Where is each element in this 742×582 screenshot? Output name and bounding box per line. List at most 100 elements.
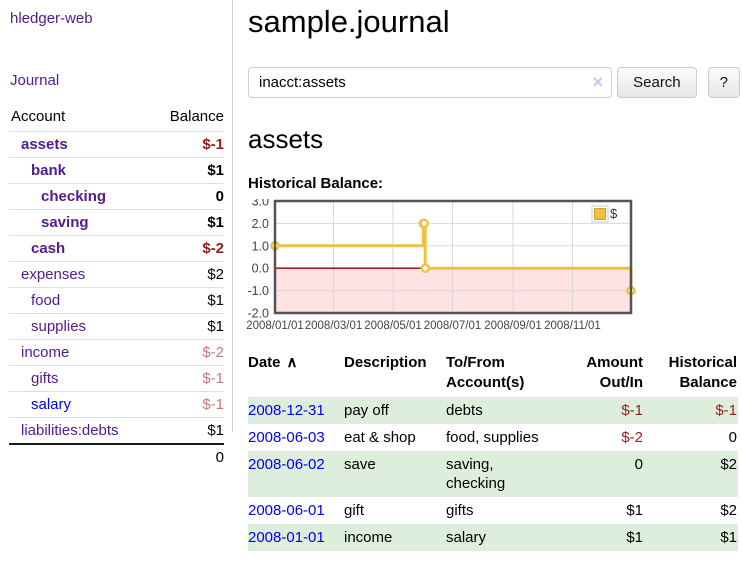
register-row: 2008-06-03 eat & shop food, supplies $-2 0 xyxy=(248,424,738,451)
svg-text:-2.0: -2.0 xyxy=(247,307,269,321)
account-balance: $-1 xyxy=(151,365,224,392)
account-link[interactable]: gifts xyxy=(31,370,59,387)
account-balance: 0 xyxy=(151,183,224,210)
register-amount: $-1 xyxy=(621,402,643,419)
register-date-link[interactable]: 2008-06-01 xyxy=(248,502,325,519)
accounts-header-account: Account xyxy=(11,108,66,125)
register-description: pay off xyxy=(344,402,389,419)
account-link[interactable]: assets xyxy=(21,136,68,153)
register-date-link[interactable]: 2008-01-01 xyxy=(248,529,325,546)
register-accounts: gifts xyxy=(446,502,474,519)
account-link[interactable]: checking xyxy=(41,188,107,205)
search-box: × xyxy=(248,67,613,98)
account-row: cash $-2 xyxy=(9,235,224,262)
svg-text:$: $ xyxy=(610,206,618,221)
svg-text:2008/05/01: 2008/05/01 xyxy=(364,320,422,332)
account-balance: $2 xyxy=(151,261,224,288)
account-row: salary $-1 xyxy=(9,391,224,418)
account-row: liabilities:debts $1 xyxy=(9,417,224,444)
account-link[interactable]: expenses xyxy=(21,266,86,283)
account-row: gifts $-1 xyxy=(9,365,224,392)
register-balance: $-1 xyxy=(715,402,737,419)
register-description: save xyxy=(344,456,376,473)
account-link[interactable]: food xyxy=(31,292,61,309)
register-balance: 0 xyxy=(728,429,737,446)
svg-text:3.0: 3.0 xyxy=(252,199,269,209)
register-balance: $2 xyxy=(720,456,737,473)
account-balance: $-2 xyxy=(151,235,224,262)
account-link[interactable]: liabilities:debts xyxy=(21,422,119,439)
account-balance: $-1 xyxy=(151,391,224,418)
register-date-link[interactable]: 2008-06-02 xyxy=(248,456,325,473)
account-row: income $-2 xyxy=(9,339,224,366)
account-link[interactable]: bank xyxy=(31,162,67,179)
sidebar: hledger-web Journal Account Balance asse… xyxy=(0,0,233,470)
accounts-table: Account Balance assets $-1 bank $1 checking 0… xyxy=(9,108,224,470)
register-row: 2008-06-02 save saving, checking 0 $2 xyxy=(248,451,738,497)
register-row: 2008-01-01 income salary $1 $1 xyxy=(248,524,738,551)
svg-text:2008/07/01: 2008/07/01 xyxy=(424,320,482,332)
svg-text:1.0: 1.0 xyxy=(252,239,269,253)
register-row: 2008-12-31 pay off debts $-1 $-1 xyxy=(248,397,738,424)
register-description: gift xyxy=(344,502,365,519)
register-row: 2008-06-01 gift gifts $1 $2 xyxy=(248,497,738,524)
app-brand-link[interactable]: hledger-web xyxy=(10,10,93,27)
register-header-description: Description xyxy=(344,354,427,371)
main-content: sample.journal × Search ? assets Histori… xyxy=(246,0,740,551)
sidebar-item-journal[interactable]: Journal xyxy=(10,72,60,89)
search-button[interactable]: Search xyxy=(617,67,697,98)
search-input[interactable] xyxy=(248,67,613,98)
account-link[interactable]: cash xyxy=(31,240,66,257)
account-row: assets $-1 xyxy=(9,131,224,158)
account-link[interactable]: supplies xyxy=(31,318,87,335)
register-description: income xyxy=(344,529,393,546)
accounts-total-row: 0 xyxy=(9,443,224,470)
svg-text:2008/03/01: 2008/03/01 xyxy=(305,320,363,332)
date-header-label: Date xyxy=(248,354,281,371)
svg-text:2.0: 2.0 xyxy=(252,217,269,231)
account-link[interactable]: salary xyxy=(31,396,72,413)
register-table: Date ∧ Description To/From Account(s) Amo… xyxy=(248,351,738,551)
page-title: sample.journal xyxy=(248,4,450,39)
account-balance: $-2 xyxy=(151,339,224,366)
search-bar: × Search ? xyxy=(248,67,740,98)
account-row: food $1 xyxy=(9,287,224,314)
historical-balance-chart: $3.0 2.0 1.0 0.0 -1.0 -2.0 2008/01/01 2008/03/0… xyxy=(242,195,642,335)
register-balance: $2 xyxy=(720,502,737,519)
help-button[interactable]: ? xyxy=(707,67,740,98)
svg-text:2008/11/01: 2008/11/01 xyxy=(544,320,601,332)
clear-search-icon[interactable]: × xyxy=(592,72,604,92)
account-balance: $1 xyxy=(151,157,224,184)
account-row: expenses $2 xyxy=(9,261,224,288)
register-date-link[interactable]: 2008-12-31 xyxy=(248,402,325,419)
account-balance: $-1 xyxy=(151,131,224,158)
register-date-link[interactable]: 2008-06-03 xyxy=(248,429,325,446)
register-amount: $1 xyxy=(626,502,643,519)
register-header-balance: Historical Balance xyxy=(668,354,737,391)
account-balance: $1 xyxy=(151,417,224,444)
account-balance: $1 xyxy=(151,313,224,340)
account-balance: $1 xyxy=(151,287,224,314)
sort-ascending-icon: ∧ xyxy=(286,354,298,371)
register-accounts: debts xyxy=(446,402,483,419)
svg-text:2008/09/01: 2008/09/01 xyxy=(484,320,542,332)
accounts-header-balance: Balance xyxy=(169,108,224,125)
accounts-total-spacer xyxy=(9,443,152,470)
svg-text:2008/01/01: 2008/01/01 xyxy=(246,320,304,332)
register-accounts: salary xyxy=(446,529,487,546)
svg-text:0.0: 0.0 xyxy=(252,262,269,276)
register-balance: $1 xyxy=(720,529,737,546)
account-row: saving $1 xyxy=(9,209,224,236)
register-header-accounts: To/From Account(s) xyxy=(446,354,525,391)
accounts-total-value: 0 xyxy=(151,443,224,470)
account-link[interactable]: income xyxy=(21,344,70,361)
account-link[interactable]: saving xyxy=(41,214,89,231)
register-accounts: food, supplies xyxy=(446,429,539,446)
account-balance: $1 xyxy=(151,209,224,236)
account-heading: assets xyxy=(248,124,324,154)
register-header-date[interactable]: Date ∧ xyxy=(248,351,344,397)
register-amount: $-2 xyxy=(621,429,643,446)
register-header-amount: Amount Out/In xyxy=(586,354,643,391)
account-row: checking 0 xyxy=(9,183,224,210)
svg-text:-1.0: -1.0 xyxy=(247,284,269,298)
